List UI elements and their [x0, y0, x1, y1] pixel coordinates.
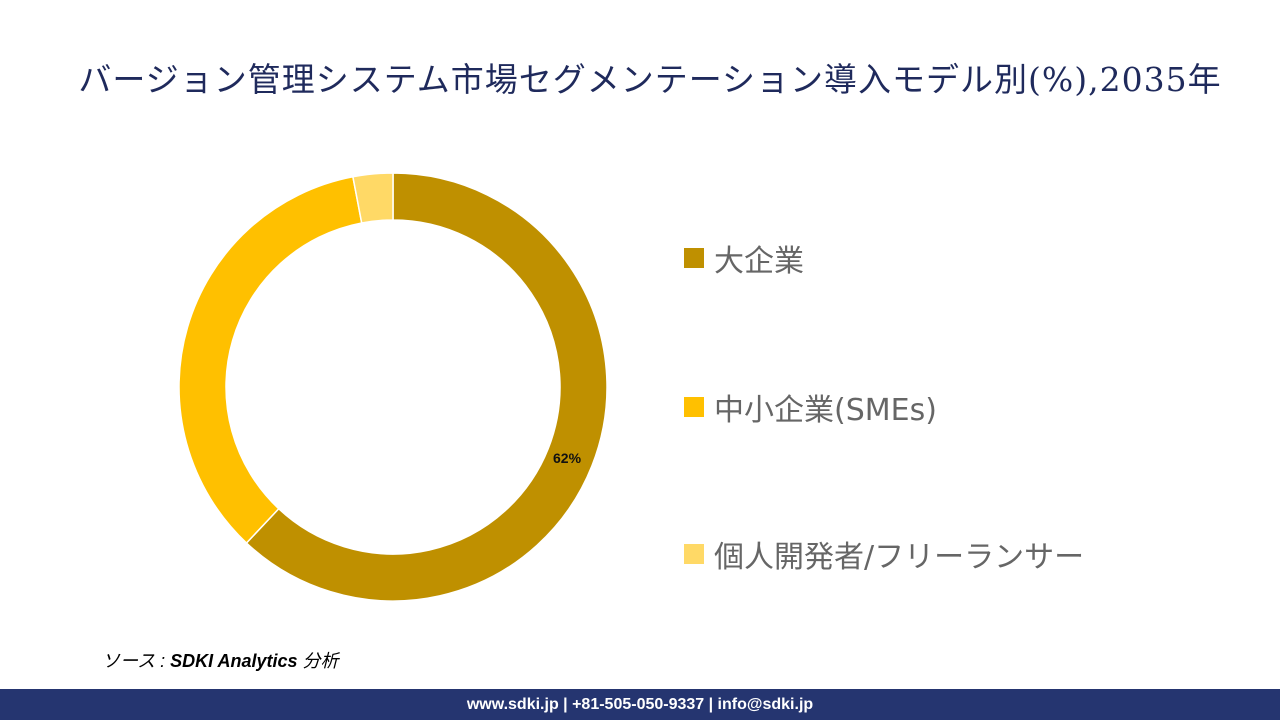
donut-slice-2 — [352, 172, 394, 224]
legend-item-large-enterprise: 大企業 — [684, 236, 804, 280]
legend-swatch-icon — [684, 397, 704, 417]
donut-slice-0 — [245, 172, 608, 602]
source-prefix: ソース : — [102, 651, 171, 671]
donut-chart — [178, 172, 608, 602]
legend-item-smes: 中小企業(SMEs) — [684, 385, 937, 429]
legend-label: 個人開発者/フリーランサー — [714, 540, 1085, 575]
source-note: ソース : SDKI Analytics 分析 — [102, 647, 339, 673]
source-suffix: 分析 — [297, 651, 339, 671]
source-org: SDKI Analytics — [170, 651, 298, 671]
legend-swatch-icon — [684, 248, 704, 268]
footer-bar: www.sdki.jp | +81-505-050-9337 | info@sd… — [0, 689, 1280, 720]
legend-label: 大企業 — [714, 244, 804, 279]
donut-slice-1 — [178, 175, 363, 545]
data-label-large-enterprise: 62% — [553, 450, 582, 466]
legend-label: 中小企業(SMEs) — [714, 393, 937, 428]
legend-swatch-icon — [684, 544, 704, 564]
donut-slices — [178, 172, 608, 602]
chart-title: バージョン管理システム市場セグメンテーション導入モデル別(%),2035年 — [78, 60, 1222, 99]
footer-contact: www.sdki.jp | +81-505-050-9337 | info@sd… — [466, 695, 814, 713]
legend-item-freelancers: 個人開発者/フリーランサー — [684, 532, 1084, 576]
